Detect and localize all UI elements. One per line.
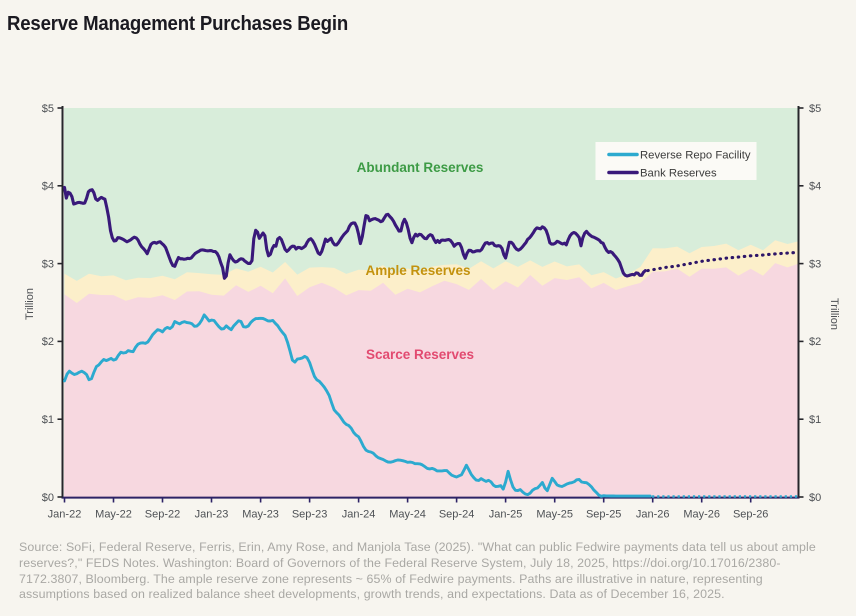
svg-text:Abundant Reserves: Abundant Reserves (357, 160, 484, 175)
svg-text:$5: $5 (42, 103, 54, 115)
svg-text:Sep-23: Sep-23 (292, 508, 327, 520)
svg-text:$3: $3 (42, 258, 54, 270)
svg-text:Jan-26: Jan-26 (636, 508, 670, 520)
svg-text:May-25: May-25 (536, 508, 573, 520)
svg-text:Trillion: Trillion (24, 288, 36, 320)
svg-text:$4: $4 (42, 181, 54, 193)
svg-text:May-23: May-23 (242, 508, 279, 520)
svg-text:Sep-24: Sep-24 (439, 508, 474, 520)
svg-text:May-24: May-24 (389, 508, 426, 520)
svg-text:Jan-23: Jan-23 (195, 508, 229, 520)
svg-text:$2: $2 (42, 336, 54, 348)
svg-text:Sep-26: Sep-26 (733, 508, 768, 520)
svg-text:Sep-22: Sep-22 (145, 508, 180, 520)
svg-text:Reverse Repo Facility: Reverse Repo Facility (640, 150, 751, 162)
svg-text:Sep-25: Sep-25 (586, 508, 621, 520)
svg-text:Scarce Reserves: Scarce Reserves (366, 347, 474, 362)
svg-text:Jan-25: Jan-25 (489, 508, 523, 520)
svg-text:May-22: May-22 (95, 508, 132, 520)
svg-text:Jan-22: Jan-22 (48, 508, 82, 520)
svg-text:$1: $1 (42, 414, 54, 426)
svg-text:May-26: May-26 (683, 508, 720, 520)
svg-text:$0: $0 (42, 492, 54, 504)
svg-text:Trillion: Trillion (828, 298, 840, 330)
svg-text:$4: $4 (809, 181, 821, 193)
svg-text:$3: $3 (809, 258, 821, 270)
svg-text:$1: $1 (809, 414, 821, 426)
svg-text:$2: $2 (809, 336, 821, 348)
svg-text:Ample Reserves: Ample Reserves (365, 263, 470, 278)
svg-text:Bank Reserves: Bank Reserves (640, 168, 717, 180)
svg-text:$0: $0 (809, 492, 821, 504)
svg-text:Jan-24: Jan-24 (342, 508, 376, 520)
svg-text:$5: $5 (809, 103, 821, 115)
